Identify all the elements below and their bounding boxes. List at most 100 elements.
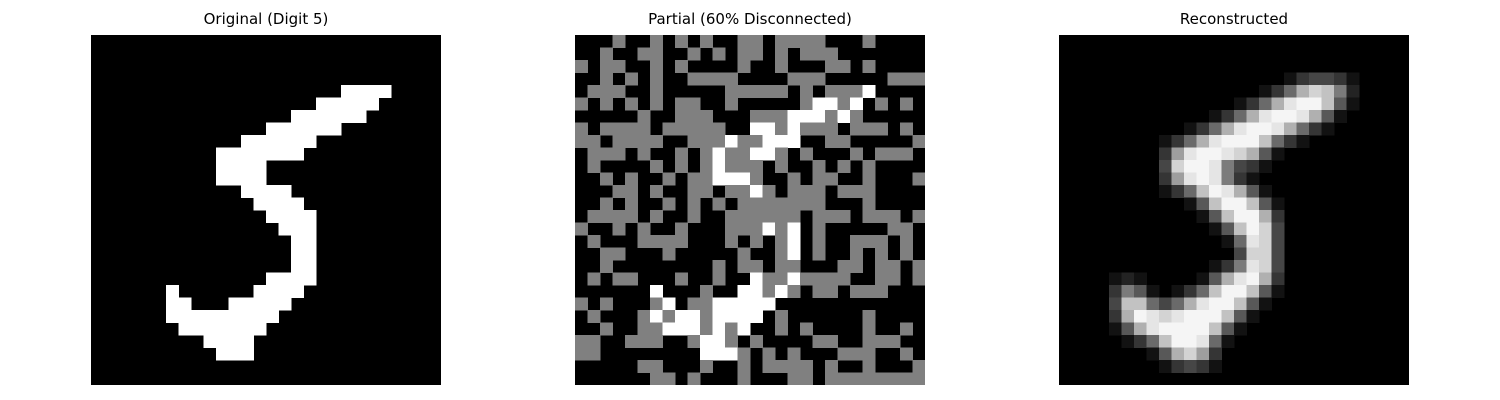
pixel bbox=[787, 172, 801, 186]
pixel bbox=[600, 47, 613, 61]
pixel bbox=[1221, 147, 1235, 161]
pixel bbox=[812, 197, 826, 211]
pixel bbox=[291, 135, 304, 148]
pixel bbox=[1259, 222, 1272, 236]
pixel bbox=[712, 147, 726, 161]
pixel bbox=[1234, 260, 1247, 273]
pixel bbox=[575, 347, 588, 361]
pixel bbox=[291, 247, 304, 261]
pixel bbox=[762, 272, 776, 286]
pixel bbox=[341, 85, 354, 98]
pixel bbox=[316, 97, 329, 111]
pixel bbox=[700, 285, 713, 298]
pixel bbox=[850, 185, 863, 198]
pixel bbox=[800, 35, 813, 48]
pixel bbox=[612, 60, 626, 73]
pixel bbox=[203, 310, 217, 323]
pixel bbox=[825, 360, 838, 373]
pixel bbox=[900, 235, 913, 248]
pixel bbox=[1271, 235, 1285, 248]
pixel bbox=[875, 235, 888, 248]
pixel bbox=[1284, 110, 1297, 123]
pixel bbox=[1134, 272, 1147, 286]
pixel bbox=[1259, 285, 1272, 298]
pixel bbox=[812, 122, 826, 136]
pixel bbox=[700, 347, 713, 361]
pixel bbox=[800, 47, 813, 61]
pixel bbox=[278, 197, 292, 211]
pixel bbox=[575, 335, 588, 348]
pixel bbox=[1209, 135, 1222, 148]
pixel bbox=[278, 222, 292, 236]
pixel bbox=[912, 72, 925, 86]
pixel bbox=[862, 185, 876, 198]
pixel bbox=[1234, 135, 1247, 148]
pixel bbox=[1259, 147, 1272, 161]
pixel bbox=[600, 247, 613, 261]
pixel bbox=[1221, 285, 1235, 298]
pixel bbox=[687, 310, 701, 323]
pixel bbox=[650, 297, 663, 311]
pixel bbox=[1221, 272, 1235, 286]
pixel bbox=[1259, 135, 1272, 148]
pixel bbox=[303, 135, 317, 148]
pixel bbox=[278, 185, 292, 198]
pixel bbox=[675, 222, 688, 236]
pixel bbox=[1221, 197, 1235, 211]
pixel bbox=[625, 185, 638, 198]
pixel bbox=[712, 160, 726, 173]
pixel bbox=[900, 97, 913, 111]
pixel bbox=[912, 172, 925, 186]
pixel bbox=[1234, 210, 1247, 223]
pixel bbox=[1221, 322, 1235, 336]
pixel bbox=[1246, 310, 1260, 323]
pixel bbox=[787, 347, 801, 361]
partial-panel-title: Partial (60% Disconnected) bbox=[648, 10, 852, 28]
pixel bbox=[1221, 222, 1235, 236]
pixel bbox=[812, 335, 826, 348]
pixel bbox=[662, 247, 676, 261]
pixel bbox=[625, 335, 638, 348]
pixel bbox=[228, 147, 242, 161]
pixel bbox=[1259, 185, 1272, 198]
pixel bbox=[700, 360, 713, 373]
pixel bbox=[1271, 260, 1285, 273]
pixel bbox=[650, 235, 663, 248]
pixel bbox=[291, 285, 304, 298]
pixel bbox=[1121, 310, 1135, 323]
pixel bbox=[762, 297, 776, 311]
pixel bbox=[228, 297, 242, 311]
pixel bbox=[862, 335, 876, 348]
pixel bbox=[825, 110, 838, 123]
pixel bbox=[737, 197, 751, 211]
pixel bbox=[737, 285, 751, 298]
pixel bbox=[612, 210, 626, 223]
pixel bbox=[303, 235, 317, 248]
pixel bbox=[600, 297, 613, 311]
pixel bbox=[837, 372, 851, 385]
pixel bbox=[625, 172, 638, 186]
pixel bbox=[575, 97, 588, 111]
pixel bbox=[637, 122, 651, 136]
pixel bbox=[662, 310, 676, 323]
pixel bbox=[1284, 135, 1297, 148]
pixel bbox=[737, 35, 751, 48]
pixel bbox=[216, 310, 229, 323]
pixel bbox=[750, 210, 763, 223]
pixel bbox=[1246, 285, 1260, 298]
pixel bbox=[1146, 310, 1160, 323]
pixel bbox=[887, 272, 901, 286]
pixel bbox=[750, 197, 763, 211]
pixel bbox=[650, 360, 663, 373]
pixel bbox=[600, 85, 613, 98]
pixel bbox=[750, 297, 763, 311]
pixel bbox=[612, 135, 626, 148]
pixel bbox=[900, 347, 913, 361]
pixel bbox=[1271, 85, 1285, 98]
pixel bbox=[650, 60, 663, 73]
pixel bbox=[800, 122, 813, 136]
pixel bbox=[278, 147, 292, 161]
pixel bbox=[650, 335, 663, 348]
pixel bbox=[850, 110, 863, 123]
pixel bbox=[1296, 110, 1310, 123]
